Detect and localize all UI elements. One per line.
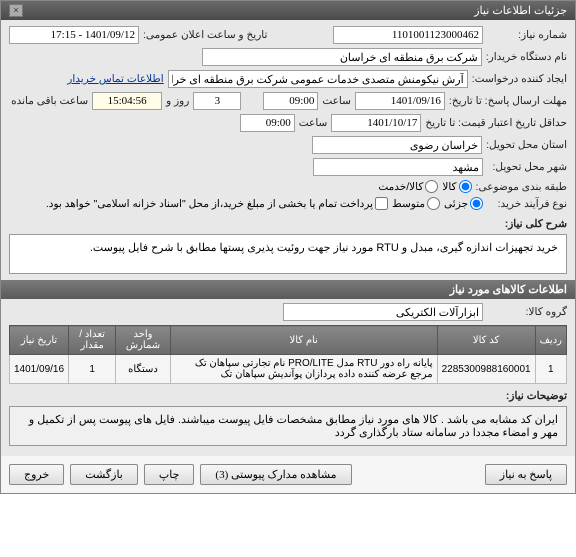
content-area: شماره نیاز: تاریخ و ساعت اعلان عمومی: نا… [1, 20, 575, 456]
td-name: پایانه راه دور RTU مدل PRO/LITE نام تجار… [170, 355, 437, 384]
th-unit: واحد شمارش [116, 326, 171, 355]
radio-kala-input[interactable] [459, 180, 472, 193]
announce-field[interactable] [9, 26, 139, 44]
row-requester: ایجاد کننده درخواست: اطلاعات تماس خریدار [9, 70, 567, 88]
announce-label: تاریخ و ساعت اعلان عمومی: [143, 29, 267, 41]
row-niaz-no: شماره نیاز: تاریخ و ساعت اعلان عمومی: [9, 26, 567, 44]
deadline-label: مهلت ارسال پاسخ: تا تاریخ: [449, 95, 567, 107]
buyer-field[interactable] [202, 48, 482, 66]
radio-khadamat[interactable]: کالا/خدمت [378, 180, 438, 193]
respond-button[interactable]: پاسخ به نیاز [485, 464, 567, 485]
row-province: استان محل تحویل: [9, 136, 567, 154]
price-valid-time-field[interactable] [240, 114, 295, 132]
td-code: 2285300988160001 [437, 355, 535, 384]
city-field[interactable] [313, 158, 483, 176]
table-header-row: ردیف کد کالا نام کالا واحد شمارش تعداد /… [10, 326, 567, 355]
city-label: شهر محل تحویل: [487, 161, 567, 173]
row-purchase-type: نوع فرآیند خرید: جزئی متوسط پرداخت تمام … [9, 197, 567, 210]
th-qty: تعداد / مقدار [69, 326, 116, 355]
days-remain-field [193, 92, 241, 110]
niaz-no-field[interactable] [333, 26, 483, 44]
notes-label: توضیحات نیاز: [487, 390, 567, 402]
radio-kala[interactable]: کالا [442, 180, 471, 193]
th-code: کد کالا [437, 326, 535, 355]
items-table: ردیف کد کالا نام کالا واحد شمارش تعداد /… [9, 325, 567, 384]
close-icon[interactable]: × [9, 4, 23, 17]
requester-label: ایجاد کننده درخواست: [472, 73, 567, 85]
rooz-label: روز و [166, 95, 189, 107]
price-valid-label: حداقل تاریخ اعتبار قیمت: تا تاریخ [425, 117, 567, 129]
titlebar: جزئیات اطلاعات نیاز × [1, 1, 575, 20]
radio-mot-input[interactable] [427, 197, 440, 210]
details-window: جزئیات اطلاعات نیاز × شماره نیاز: تاریخ … [0, 0, 576, 494]
exit-button[interactable]: خروج [9, 464, 64, 485]
requester-field[interactable] [168, 70, 468, 88]
footer-buttons: پاسخ به نیاز مشاهده مدارک پیوستی (3) چاپ… [1, 456, 575, 493]
deadline-date-field[interactable] [355, 92, 445, 110]
purchase-type-label: نوع فرآیند خرید: [487, 198, 567, 210]
items-section-header: اطلاعات کالاهای مورد نیاز [1, 280, 575, 299]
saat-label-1: ساعت [322, 95, 351, 107]
td-date: 1401/09/16 [10, 355, 69, 384]
province-label: استان محل تحویل: [486, 139, 567, 151]
td-qty: 1 [69, 355, 116, 384]
niaz-no-label: شماره نیاز: [487, 29, 567, 41]
th-date: تاریخ نیاز [10, 326, 69, 355]
td-row: 1 [535, 355, 566, 384]
group-field[interactable] [283, 303, 483, 321]
saat-label-2: ساعت [299, 117, 328, 129]
deadline-time-field[interactable] [263, 92, 318, 110]
row-category: طبقه بندی موضوعی: کالا کالا/خدمت [9, 180, 567, 193]
buyer-label: نام دستگاه خریدار: [486, 51, 567, 63]
remain-suffix: ساعت باقی مانده [11, 95, 88, 107]
print-button[interactable]: چاپ [144, 464, 195, 485]
table-row[interactable]: 1 2285300988160001 پایانه راه دور RTU مد… [10, 355, 567, 384]
back-button[interactable]: بازگشت [70, 464, 138, 485]
th-row: ردیف [535, 326, 566, 355]
desc-textbox: خرید تجهیزات اندازه گیری، مبدل و RTU مور… [9, 234, 567, 274]
radio-mot[interactable]: متوسط [392, 197, 440, 210]
contact-link[interactable]: اطلاعات تماس خریدار [67, 73, 163, 85]
row-price-valid: حداقل تاریخ اعتبار قیمت: تا تاریخ ساعت [9, 114, 567, 132]
radio-joz[interactable]: جزئی [444, 197, 483, 210]
group-label: گروه کالا: [487, 306, 567, 318]
th-name: نام کالا [170, 326, 437, 355]
window-title: جزئیات اطلاعات نیاز [474, 4, 567, 17]
row-desc-header: شرح کلی نیاز: [9, 218, 567, 230]
td-unit: دستگاه [116, 355, 171, 384]
row-buyer: نام دستگاه خریدار: [9, 48, 567, 66]
attachments-button[interactable]: مشاهده مدارک پیوستی (3) [200, 464, 351, 485]
notes-textbox: ایران کد مشابه می باشد . کالا های مورد ن… [9, 406, 567, 446]
radio-joz-input[interactable] [470, 197, 483, 210]
row-deadline: مهلت ارسال پاسخ: تا تاریخ: ساعت روز و سا… [9, 92, 567, 110]
row-notes-label: توضیحات نیاز: [9, 390, 567, 402]
radio-khadamat-input[interactable] [425, 180, 438, 193]
province-field[interactable] [312, 136, 482, 154]
row-group: گروه کالا: [9, 303, 567, 321]
price-valid-date-field[interactable] [331, 114, 421, 132]
checkbox-treasury-input[interactable] [375, 197, 388, 210]
checkbox-treasury[interactable]: پرداخت تمام یا بخشی از مبلغ خرید،از محل … [46, 197, 388, 210]
time-remain-field [92, 92, 162, 110]
desc-header-label: شرح کلی نیاز: [487, 218, 567, 230]
row-city: شهر محل تحویل: [9, 158, 567, 176]
category-label: طبقه بندی موضوعی: [476, 181, 567, 193]
